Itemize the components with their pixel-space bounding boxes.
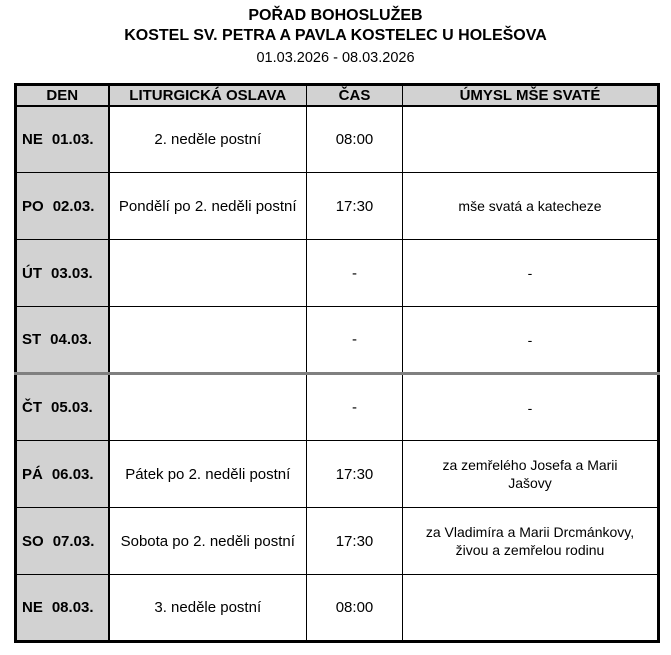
celebration-cell: 3. neděle postní xyxy=(108,574,307,642)
time-cell: 08:00 xyxy=(306,105,403,173)
day-date: 03.03. xyxy=(51,264,93,282)
column-header-celebration: LITURGICKÁ OSLAVA xyxy=(108,84,307,107)
intention-cell: - xyxy=(402,239,659,307)
day-cell: SO 07.03. xyxy=(15,507,110,575)
day-abbr: ÚT xyxy=(22,264,42,282)
celebration-cell xyxy=(108,306,307,374)
time-cell: 17:30 xyxy=(306,507,403,575)
table-row: PO 02.03. Pondělí po 2. neděli postní 17:… xyxy=(15,172,659,240)
title-block: POŘAD BOHOSLUŽEB KOSTEL SV. PETRA A PAVL… xyxy=(0,0,671,67)
day-abbr: PO xyxy=(22,197,44,215)
table-row: NE 01.03. 2. neděle postní 08:00 xyxy=(15,105,659,173)
intention-cell: - xyxy=(402,306,659,374)
day-cell: ST 04.03. xyxy=(15,306,110,374)
time-cell: - xyxy=(306,239,403,307)
day-date: 05.03. xyxy=(51,399,93,416)
schedule-table: DEN LITURGICKÁ OSLAVA ČAS ÚMYSL MŠE SVAT… xyxy=(14,83,660,643)
day-date: 07.03. xyxy=(52,532,95,550)
table-row: PÁ 06.03. Pátek po 2. neděli postní 17:30… xyxy=(15,440,659,508)
column-header-intention: ÚMYSL MŠE SVATÉ xyxy=(402,84,659,107)
day-cell: PÁ 06.03. xyxy=(15,440,110,508)
day-abbr: NE xyxy=(22,130,43,148)
column-header-day: DEN xyxy=(15,84,110,107)
table-row: ÚT 03.03. - - xyxy=(15,239,659,307)
intention-cell: za zemřelého Josefa a Marii Jašovy xyxy=(402,440,659,508)
celebration-cell xyxy=(108,373,307,441)
time-cell: 17:30 xyxy=(306,172,403,240)
day-date: 02.03. xyxy=(52,197,95,215)
time-cell: 08:00 xyxy=(306,574,403,642)
column-header-time: ČAS xyxy=(306,84,403,107)
day-abbr: SO xyxy=(22,532,44,550)
celebration-cell: 2. neděle postní xyxy=(108,105,307,173)
page-title: POŘAD BOHOSLUŽEB xyxy=(248,7,423,24)
church-name: KOSTEL SV. PETRA A PAVLA KOSTELEC U HOLE… xyxy=(124,27,547,44)
intention-cell: - xyxy=(402,373,659,441)
day-date: 04.03. xyxy=(50,331,92,348)
day-date: 08.03. xyxy=(51,599,94,616)
table-row: SO 07.03. Sobota po 2. neděli postní 17:3… xyxy=(15,507,659,575)
day-date: 06.03. xyxy=(51,465,94,483)
day-date: 01.03. xyxy=(51,130,94,148)
intention-cell: mše svatá a katecheze xyxy=(402,172,659,240)
day-cell: ÚT 03.03. xyxy=(15,239,110,307)
date-range: 01.03.2026 - 08.03.2026 xyxy=(256,50,415,66)
time-cell: 17:30 xyxy=(306,440,403,508)
table-header-row: DEN LITURGICKÁ OSLAVA ČAS ÚMYSL MŠE SVAT… xyxy=(15,84,659,107)
day-abbr: PÁ xyxy=(22,465,43,483)
table-row: ČT 05.03. - - xyxy=(15,373,659,441)
day-abbr: ST xyxy=(22,331,42,348)
time-cell: - xyxy=(306,373,403,441)
celebration-cell: Pondělí po 2. neděli postní xyxy=(108,172,307,240)
intention-cell: za Vladimíra a Marii Drcmánkovy, živou a… xyxy=(402,507,659,575)
table-row: NE 08.03. 3. neděle postní 08:00 xyxy=(15,574,659,642)
intention-cell xyxy=(402,105,659,173)
day-abbr: ČT xyxy=(22,399,42,416)
celebration-cell: Sobota po 2. neděli postní xyxy=(108,507,307,575)
celebration-cell xyxy=(108,239,307,307)
day-cell: PO 02.03. xyxy=(15,172,110,240)
day-cell: NE 01.03. xyxy=(15,105,110,173)
time-cell: - xyxy=(306,306,403,374)
day-cell: ČT 05.03. xyxy=(15,373,110,441)
day-abbr: NE xyxy=(22,599,43,616)
intention-cell xyxy=(402,574,659,642)
day-cell: NE 08.03. xyxy=(15,574,110,642)
celebration-cell: Pátek po 2. neděli postní xyxy=(108,440,307,508)
table-row: ST 04.03. - - xyxy=(15,306,659,374)
